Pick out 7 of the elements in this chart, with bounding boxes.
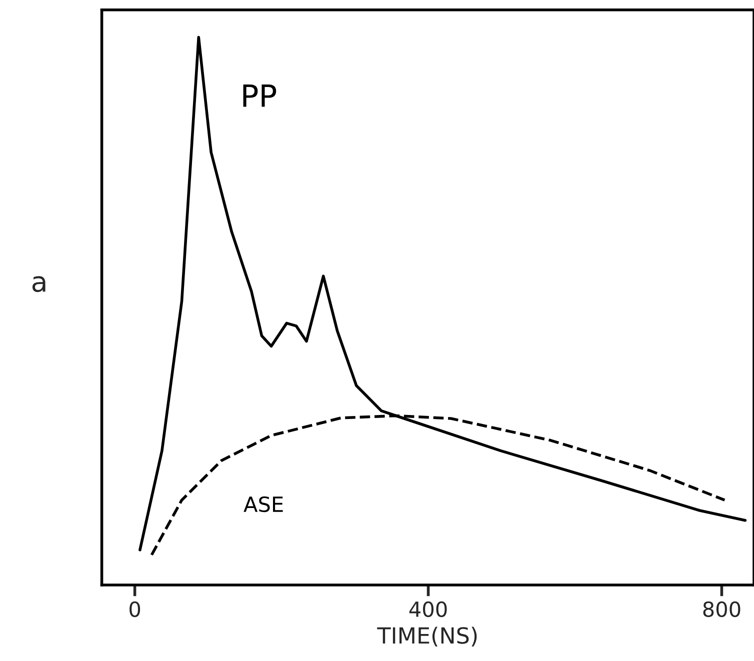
x-axis-title: TIME(NS) <box>377 626 477 646</box>
x-tick-label: 0 <box>130 601 140 618</box>
series-label: PP <box>243 84 276 107</box>
x-tick-label: 800 <box>703 601 740 618</box>
x-tick-label: 400 <box>409 601 447 618</box>
y-axis-title: a <box>32 276 46 292</box>
series-label: ASE <box>244 496 283 512</box>
